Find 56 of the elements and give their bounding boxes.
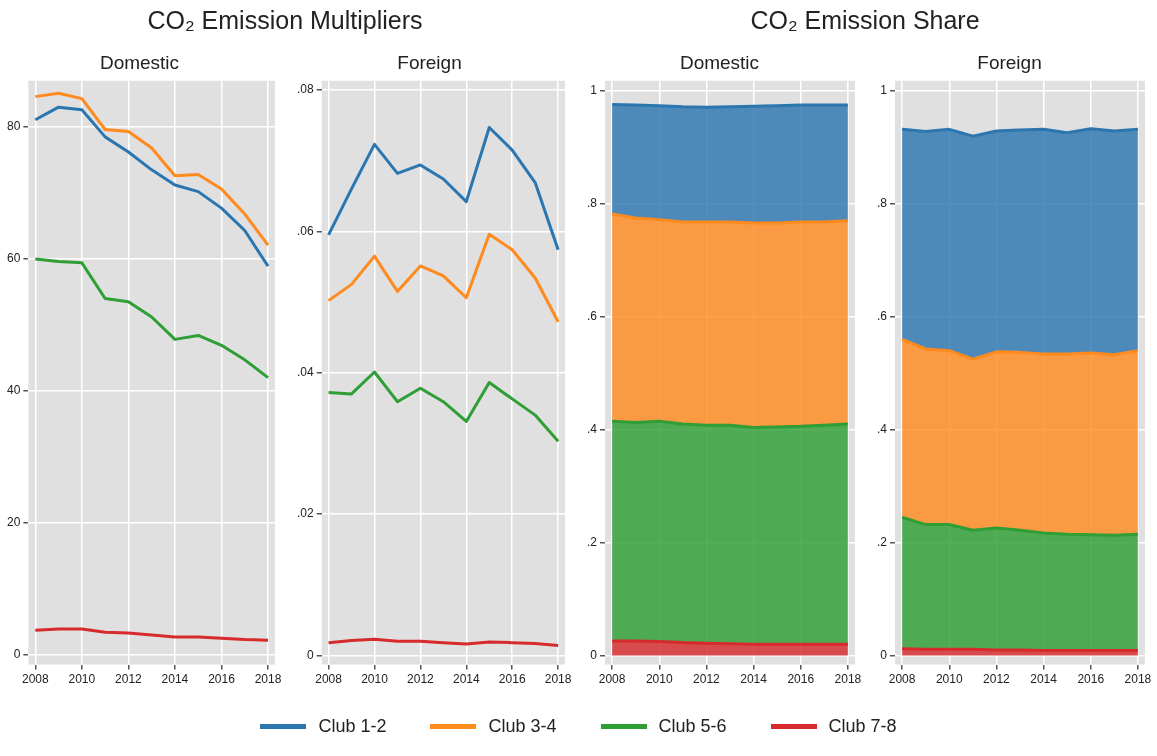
y-tick-label: .6: [876, 309, 888, 324]
x-tick-label: 2012: [983, 672, 1011, 687]
y-tick-label: 0: [306, 647, 314, 662]
x-tick-label: 2010: [935, 672, 963, 687]
chart-title: CO₂ Emission Multipliers: [146, 6, 424, 35]
x-tick-label: 2014: [452, 672, 480, 687]
x-tick-label: 2014: [1030, 672, 1058, 687]
chart-subtitle: Domestic: [679, 51, 760, 73]
y-tick-label: 20: [6, 515, 21, 530]
y-tick-label: .4: [876, 422, 888, 437]
y-tick-label: .6: [586, 309, 598, 324]
legend-label: Club 7-8: [828, 716, 897, 737]
x-tick-label: 2018: [834, 672, 862, 687]
y-tick-label: .4: [586, 422, 598, 437]
legend-label: Club 1-2: [318, 716, 387, 737]
y-tick-label: 1: [880, 83, 888, 98]
y-tick-label: .8: [876, 196, 888, 211]
y-tick-label: 0: [590, 647, 598, 662]
chart-subtitle: Foreign: [397, 51, 462, 73]
y-tick-label: 40: [6, 383, 21, 398]
x-tick-label: 2012: [407, 672, 435, 687]
x-tick-label: 2010: [645, 672, 673, 687]
y-tick-label: 80: [6, 119, 21, 134]
legend-label: Club 5-6: [658, 716, 727, 737]
chart-title: CO₂ Emission Share: [749, 6, 981, 35]
x-tick-label: 2014: [740, 672, 768, 687]
x-tick-label: 2010: [68, 672, 96, 687]
y-tick-label: .2: [586, 534, 598, 549]
x-tick-label: 2014: [161, 672, 189, 687]
y-tick-label: .2: [876, 534, 888, 549]
y-tick-label: 1: [590, 83, 598, 98]
x-tick-label: 2008: [888, 672, 916, 687]
x-tick-label: 2018: [254, 672, 282, 687]
x-tick-label: 2018: [1124, 672, 1152, 687]
y-tick-label: .06: [296, 223, 314, 238]
x-tick-label: 2016: [208, 672, 236, 687]
y-tick-label: 0: [880, 647, 888, 662]
x-tick-label: 2008: [315, 672, 343, 687]
y-tick-label: 60: [6, 251, 21, 266]
y-tick-label: .08: [296, 82, 314, 97]
x-tick-label: 2008: [598, 672, 626, 687]
x-tick-label: 2012: [693, 672, 721, 687]
x-tick-label: 2018: [544, 672, 572, 687]
legend-label: Club 3-4: [488, 716, 557, 737]
x-tick-label: 2016: [787, 672, 815, 687]
y-tick-label: 0: [13, 647, 21, 662]
x-tick-label: 2012: [115, 672, 143, 687]
y-tick-label: .02: [296, 506, 314, 521]
x-tick-label: 2016: [498, 672, 526, 687]
chart-subtitle: Domestic: [99, 51, 180, 73]
y-tick-label: .04: [296, 365, 314, 380]
x-tick-label: 2010: [361, 672, 389, 687]
y-tick-label: .8: [586, 196, 598, 211]
x-tick-label: 2016: [1077, 672, 1105, 687]
chart-subtitle: Foreign: [977, 51, 1042, 73]
x-tick-label: 2008: [21, 672, 49, 687]
